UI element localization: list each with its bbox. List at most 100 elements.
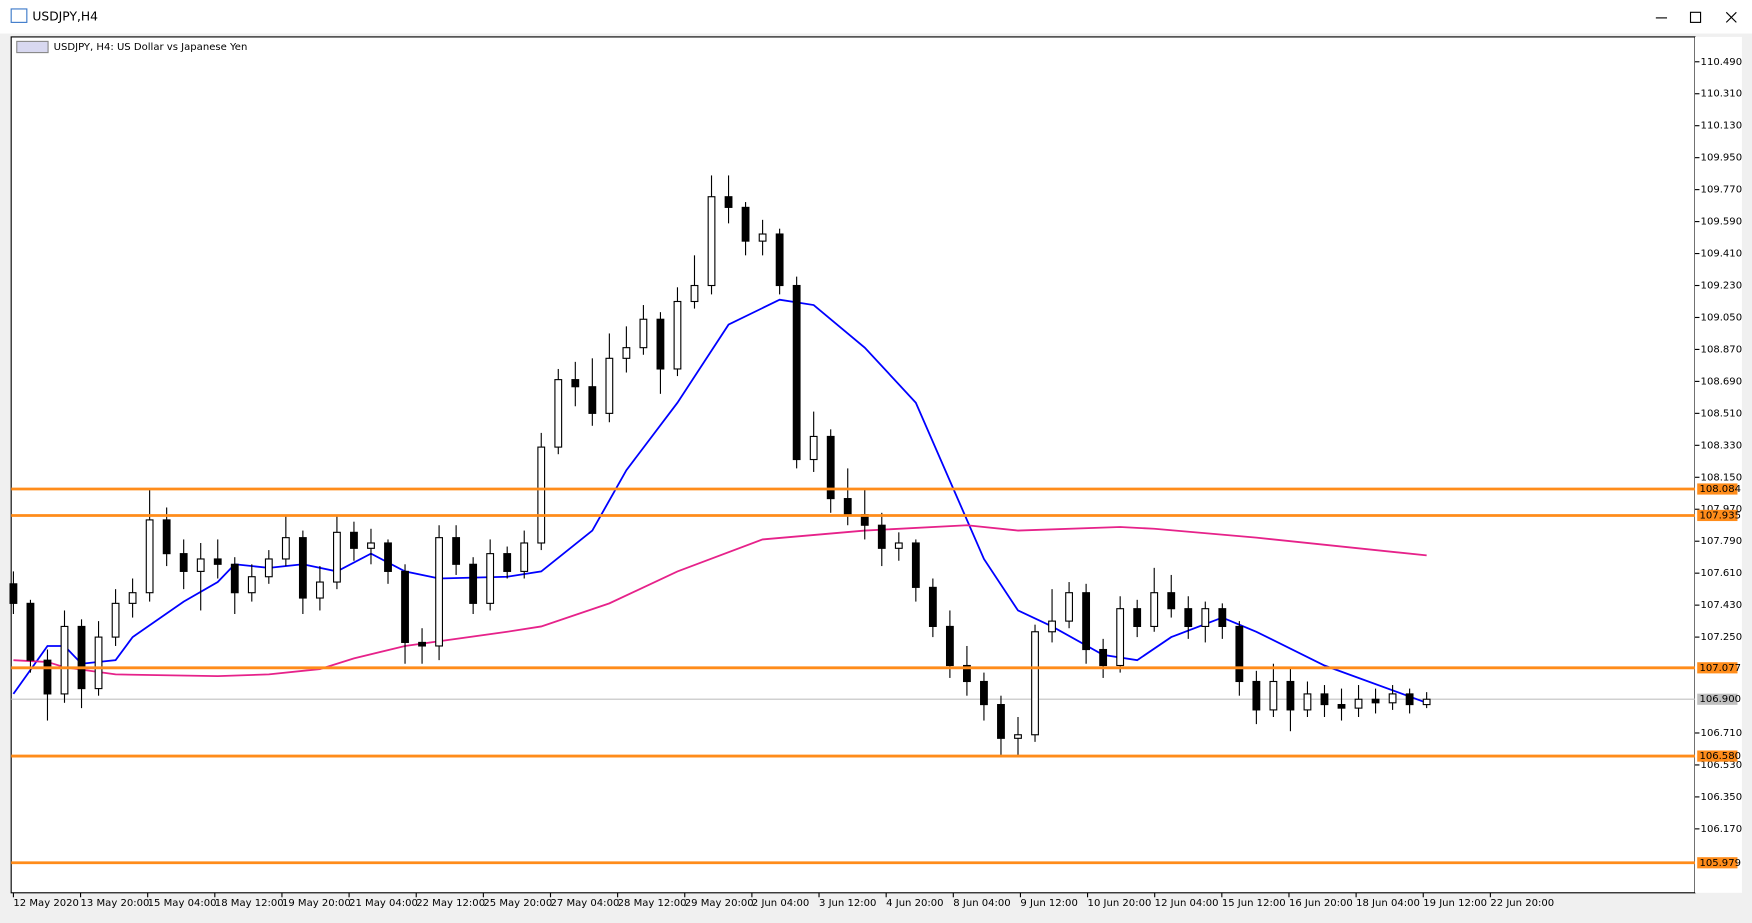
y-tick-label: 109.410 bbox=[1701, 249, 1743, 260]
candle-body bbox=[384, 542, 392, 572]
y-tick-label: 109.050 bbox=[1701, 312, 1743, 323]
candle-body bbox=[94, 636, 103, 690]
candle-body bbox=[1320, 693, 1329, 706]
candle-body bbox=[928, 586, 937, 628]
maximize-button[interactable] bbox=[1689, 11, 1702, 23]
y-tick-label: 108.690 bbox=[1701, 376, 1743, 387]
candle-body bbox=[673, 300, 682, 370]
candle-body bbox=[315, 581, 324, 599]
level-label: 106.580 bbox=[1699, 751, 1741, 762]
candle-body bbox=[145, 519, 154, 594]
candle-body bbox=[1337, 704, 1346, 709]
candle-body bbox=[826, 435, 835, 500]
candle-body bbox=[435, 537, 444, 647]
y-tick-label: 110.130 bbox=[1701, 121, 1743, 132]
x-tick-label: 27 May 04:00 bbox=[550, 898, 619, 909]
candle-body bbox=[1422, 698, 1431, 706]
x-tick-label: 15 Jun 12:00 bbox=[1222, 898, 1286, 909]
x-tick-label: 22 May 12:00 bbox=[416, 898, 485, 909]
candle-body bbox=[367, 542, 375, 549]
candle-body bbox=[1303, 693, 1312, 711]
y-tick-label: 107.610 bbox=[1701, 568, 1743, 579]
candle-body bbox=[1167, 592, 1176, 610]
level-label: 108.084 bbox=[1699, 484, 1741, 495]
window-title: USDJPY,H4 bbox=[32, 9, 98, 23]
candle-body bbox=[707, 196, 716, 287]
candle-body bbox=[1048, 620, 1056, 633]
x-tick-label: 19 Jun 12:00 bbox=[1423, 898, 1487, 909]
candle-body bbox=[656, 318, 665, 370]
x-tick-label: 2 Jun 04:00 bbox=[752, 898, 809, 909]
y-tick-label: 110.490 bbox=[1701, 57, 1743, 68]
x-tick-label: 10 Jun 20:00 bbox=[1088, 898, 1152, 909]
x-tick-label: 16 Jun 20:00 bbox=[1289, 898, 1353, 909]
candle-body bbox=[230, 563, 239, 594]
candle-body bbox=[128, 592, 137, 604]
level-box bbox=[1697, 662, 1738, 674]
candle-body bbox=[333, 531, 341, 583]
y-tick-label: 107.790 bbox=[1701, 536, 1743, 547]
candle-body bbox=[741, 206, 750, 242]
candle-body bbox=[77, 625, 86, 690]
plot-area bbox=[10, 36, 1696, 894]
candle-body bbox=[1269, 680, 1278, 711]
candle-body bbox=[1286, 680, 1295, 711]
x-tick-label: 19 May 20:00 bbox=[282, 898, 351, 909]
y-tick-label: 106.170 bbox=[1701, 824, 1743, 835]
candle-body bbox=[554, 379, 563, 448]
candle-body bbox=[60, 625, 69, 695]
candle-body bbox=[401, 570, 409, 643]
candle-body bbox=[264, 558, 273, 578]
candle-body bbox=[877, 524, 886, 549]
candle-body bbox=[1371, 698, 1380, 704]
x-tick-label: 12 Jun 04:00 bbox=[1155, 898, 1219, 909]
moving-average bbox=[12, 298, 1427, 704]
x-tick-label: 4 Jun 20:00 bbox=[886, 898, 943, 909]
level-label: 107.935 bbox=[1699, 510, 1741, 521]
candle-body bbox=[1099, 648, 1108, 667]
moving-average bbox=[13, 524, 1427, 678]
y-tick-label: 109.590 bbox=[1701, 217, 1743, 228]
y-tick-label: 109.950 bbox=[1701, 153, 1743, 164]
x-tick-label: 15 May 04:00 bbox=[148, 898, 217, 909]
x-tick-label: 18 May 12:00 bbox=[215, 898, 284, 909]
candle-body bbox=[1252, 680, 1261, 711]
x-tick-label: 18 Jun 04:00 bbox=[1356, 898, 1420, 909]
x-tick-label: 22 Jun 20:00 bbox=[1490, 898, 1554, 909]
candle-body bbox=[571, 379, 580, 388]
candle-body bbox=[179, 553, 188, 572]
candle-body bbox=[162, 519, 171, 555]
candle-body bbox=[980, 680, 988, 706]
candle-body bbox=[605, 357, 614, 414]
candle-body bbox=[503, 553, 512, 572]
level-box bbox=[1697, 857, 1738, 869]
y-tick-label: 107.250 bbox=[1701, 632, 1743, 643]
close-button[interactable] bbox=[1725, 11, 1737, 23]
candle-body bbox=[809, 435, 818, 461]
app-icon bbox=[10, 8, 28, 23]
y-tick-label: 106.530 bbox=[1701, 760, 1743, 771]
candle-body bbox=[911, 542, 920, 588]
candle-body bbox=[1150, 592, 1159, 628]
symbol-icon bbox=[16, 40, 49, 54]
level-box bbox=[1697, 483, 1738, 495]
candle-body bbox=[792, 284, 801, 461]
candle-body bbox=[9, 583, 18, 604]
y-tick-label: 108.510 bbox=[1701, 408, 1743, 419]
y-tick-label: 108.870 bbox=[1701, 344, 1743, 355]
x-tick-label: 25 May 20:00 bbox=[483, 898, 552, 909]
y-tick-label: 110.310 bbox=[1701, 89, 1743, 100]
candle-body bbox=[894, 542, 903, 549]
candle-body bbox=[418, 641, 426, 647]
candle-body bbox=[196, 558, 205, 572]
candle-body bbox=[298, 537, 307, 599]
candle-body bbox=[724, 196, 733, 208]
price-axis bbox=[1694, 36, 1742, 893]
candle-body bbox=[1133, 608, 1142, 628]
candle-body bbox=[588, 386, 597, 414]
candle-body bbox=[281, 537, 290, 560]
candle-body bbox=[1082, 592, 1091, 651]
x-tick-label: 3 Jun 12:00 bbox=[819, 898, 876, 909]
y-tick-label: 108.330 bbox=[1701, 440, 1743, 451]
